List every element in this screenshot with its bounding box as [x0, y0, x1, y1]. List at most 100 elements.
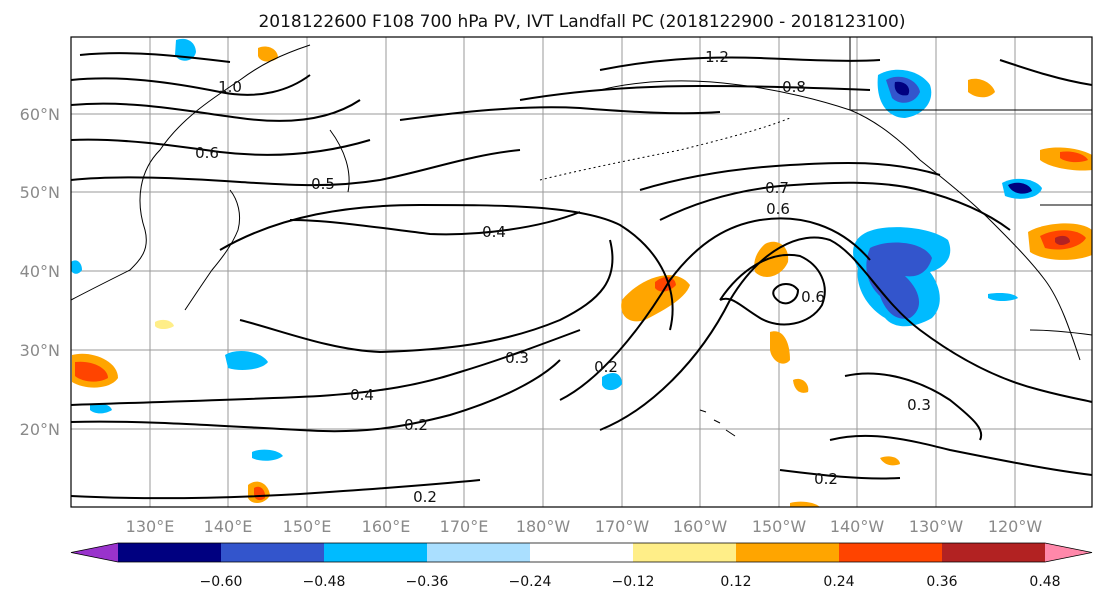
colorbar-segment	[427, 543, 531, 562]
colorbar-segment	[839, 543, 943, 562]
contour-label-0-6-c: 0.6	[195, 144, 219, 162]
lon-label-150w: 150°W	[752, 517, 807, 536]
contour-label-0-2-a: 0.2	[404, 416, 428, 434]
blue-blob-california	[988, 293, 1018, 301]
blue-blob-alaska-core	[894, 81, 910, 96]
lon-label-170w: 170°W	[595, 517, 650, 536]
contour-1-2-west	[79, 52, 231, 63]
contour-0-4-inner	[289, 211, 581, 236]
contour-label-0-7: 0.7	[765, 179, 789, 197]
contour-0-2-se	[829, 434, 1093, 476]
colorbar-tick-label: 0.12	[720, 574, 751, 590]
contour-0-2-mid	[70, 359, 561, 433]
contour-0-4-mid	[239, 239, 614, 354]
contour-0-2-central	[559, 217, 871, 401]
colorbar-tick-label: −0.60	[200, 574, 243, 590]
contour-label-0-6: 0.6	[766, 200, 790, 218]
pv-contours	[70, 52, 1093, 500]
map-panel: 1.2 1.0 0.8 0.7 0.6 0.5 0.4 0.4 0.3 0.3 …	[70, 36, 1093, 508]
gridlines	[71, 37, 1092, 507]
colorbar-outline	[70, 542, 1093, 563]
colorbar-tick-label: 0.24	[823, 574, 854, 590]
colorbar-tick-label: −0.24	[509, 574, 552, 590]
contour-labels: 1.2 1.0 0.8 0.7 0.6 0.5 0.4 0.4 0.3 0.3 …	[195, 48, 931, 506]
contour-0-7	[639, 161, 941, 191]
blue-blob-west-pacific	[225, 350, 268, 370]
lon-label-130e: 130°E	[126, 517, 175, 536]
contour-0-6	[659, 181, 1011, 231]
lat-label-50n: 50°N	[20, 183, 60, 202]
map-frame	[70, 36, 1093, 508]
contour-0-6-loop	[719, 253, 826, 326]
red-blob-west	[75, 361, 108, 382]
lat-label-60n: 60°N	[20, 105, 60, 124]
contour-1-2-east	[599, 56, 881, 71]
colorbar-segment	[118, 543, 222, 562]
contour-0-6-east	[399, 106, 721, 121]
contour-label-0-2-b: 0.2	[413, 488, 437, 506]
contour-label-1-0: 1.0	[218, 78, 242, 96]
colorbar-extend-high	[1045, 543, 1092, 562]
colorbar-tick-label: −0.48	[303, 574, 346, 590]
contour-0-3-se	[844, 372, 983, 441]
contour-label-0-6-b: 0.6	[801, 288, 825, 306]
contour-0-2-south	[70, 479, 481, 500]
colorbar-segment	[942, 543, 1046, 562]
colorbar-segment	[221, 543, 325, 562]
contour-label-0-5: 0.5	[311, 175, 335, 193]
blue-blob-bc-core	[1008, 182, 1032, 194]
orange-blob-east-south	[770, 331, 790, 364]
orange-blob-hawaii-north	[793, 378, 809, 393]
contour-0-5	[70, 149, 521, 187]
contour-0-6-north	[70, 138, 371, 156]
colorbar-tick-label: −0.12	[612, 574, 655, 590]
contour-0-3-east	[599, 236, 1093, 431]
contour-label-0-3-a: 0.3	[505, 349, 529, 367]
red-blob-bc-north	[1060, 151, 1088, 163]
colorbar-tick-label: 0.48	[1029, 574, 1060, 590]
contour-label-0-2-d: 0.2	[594, 358, 618, 376]
orange-blob-east	[754, 241, 789, 277]
colorbar-tick-label: −0.36	[406, 574, 449, 590]
contour-0-4-upper	[219, 203, 674, 331]
contour-0-6-ne	[999, 59, 1093, 86]
blue-blob-nw	[175, 38, 196, 61]
lon-label-170e: 170°E	[440, 517, 489, 536]
contour-label-1-2: 1.2	[705, 48, 729, 66]
lon-label-160e: 160°E	[362, 517, 411, 536]
orange-blob-yukon	[968, 78, 995, 98]
colorbar-extend-low	[71, 543, 118, 562]
shaded-anomalies	[71, 38, 1092, 507]
colorbar-segment	[633, 543, 737, 562]
blue-blob-southwest	[90, 403, 112, 414]
orange-blob-small	[880, 456, 900, 466]
longitude-labels: 130°E 140°E 150°E 160°E 170°E 180°W 170°…	[126, 517, 1043, 536]
figure-title: 2018122600 F108 700 hPa PV, IVT Landfall…	[258, 12, 905, 32]
lat-label-40n: 40°N	[20, 262, 60, 281]
colorbar: −0.60 −0.48 −0.36 −0.24 −0.12 0.12 0.24 0.36 0.4…	[70, 542, 1093, 590]
coastline-north-america	[599, 80, 1081, 361]
blue-blob-edge	[71, 260, 82, 274]
blue-blob-ne-pacific-inner	[866, 242, 932, 319]
lon-label-140e: 140°E	[204, 517, 253, 536]
contour-0-4-se	[779, 469, 901, 480]
coastline-japan	[184, 189, 241, 311]
contour-1-0	[70, 74, 311, 96]
lon-label-150e: 150°E	[283, 517, 332, 536]
lon-label-120w: 120°W	[988, 517, 1043, 536]
blue-blob-south	[252, 449, 283, 461]
latitude-labels: 60°N 50°N 40°N 30°N 20°N	[20, 105, 60, 439]
contour-0-8-east	[519, 84, 871, 101]
orange-blob-north	[258, 46, 278, 62]
orange-blob-bottom	[790, 501, 820, 507]
coastline-kamchatka	[329, 129, 350, 193]
lon-label-180w: 180°W	[516, 517, 571, 536]
colorbar-segment	[736, 543, 840, 562]
lon-label-130w: 130°W	[909, 517, 964, 536]
coastline-asia	[70, 44, 311, 301]
lat-label-20n: 20°N	[20, 420, 60, 439]
colorbar-segment	[324, 543, 428, 562]
contour-label-0-4-b: 0.4	[350, 386, 374, 404]
yellow-blob-japan	[155, 319, 174, 329]
